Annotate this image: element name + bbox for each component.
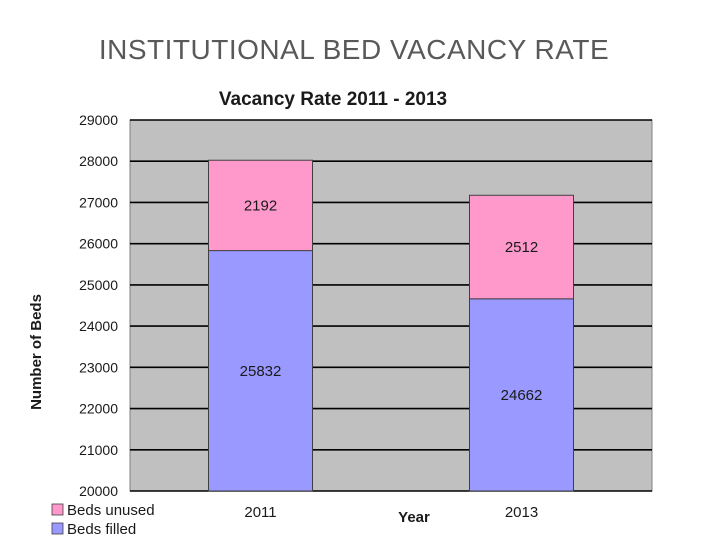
y-tick-label: 20000 [79, 483, 118, 499]
y-tick-label: 23000 [79, 359, 118, 375]
y-tick-label: 29000 [79, 112, 118, 128]
data-label: 2512 [505, 239, 538, 256]
y-axis-ticks: 20000 21000 22000 23000 24000 25000 26000 27000… [79, 112, 118, 499]
legend: Beds unused Beds filled [51, 502, 155, 538]
legend-label: Beds unused [67, 502, 155, 519]
y-tick-label: 27000 [79, 194, 118, 210]
y-tick-label: 25000 [79, 277, 118, 293]
y-axis-label: Number of Beds [28, 294, 45, 410]
y-tick-label: 26000 [79, 236, 118, 252]
legend-swatch [51, 522, 64, 535]
legend-label: Beds filled [67, 521, 136, 538]
x-axis-categories: 2011 2013 [244, 504, 538, 521]
data-label: 25832 [240, 363, 282, 380]
y-tick-label: 24000 [79, 318, 118, 334]
x-category-label: 2011 [244, 504, 276, 521]
y-tick-label: 21000 [79, 442, 118, 458]
legend-swatch [51, 503, 64, 516]
x-category-label: 2013 [505, 504, 538, 521]
bar-beds-filled-2011 [208, 250, 313, 492]
slide-title: INSTITUTIONAL BED VACANCY RATE [98, 34, 610, 65]
bar-beds-unused-2011 [208, 159, 313, 252]
y-tick-label: 28000 [79, 153, 118, 169]
data-label: 24662 [501, 387, 543, 404]
bar-beds-unused-2013 [469, 194, 574, 300]
bar-beds-filled-2013 [469, 298, 574, 492]
x-axis-label: Year [398, 509, 430, 526]
data-label: 2192 [244, 197, 277, 214]
chart-title: Vacancy Rate 2011 - 2013 [219, 89, 447, 110]
bars: 25832 2192 24662 2512 [208, 159, 574, 492]
y-tick-label: 22000 [79, 401, 118, 417]
